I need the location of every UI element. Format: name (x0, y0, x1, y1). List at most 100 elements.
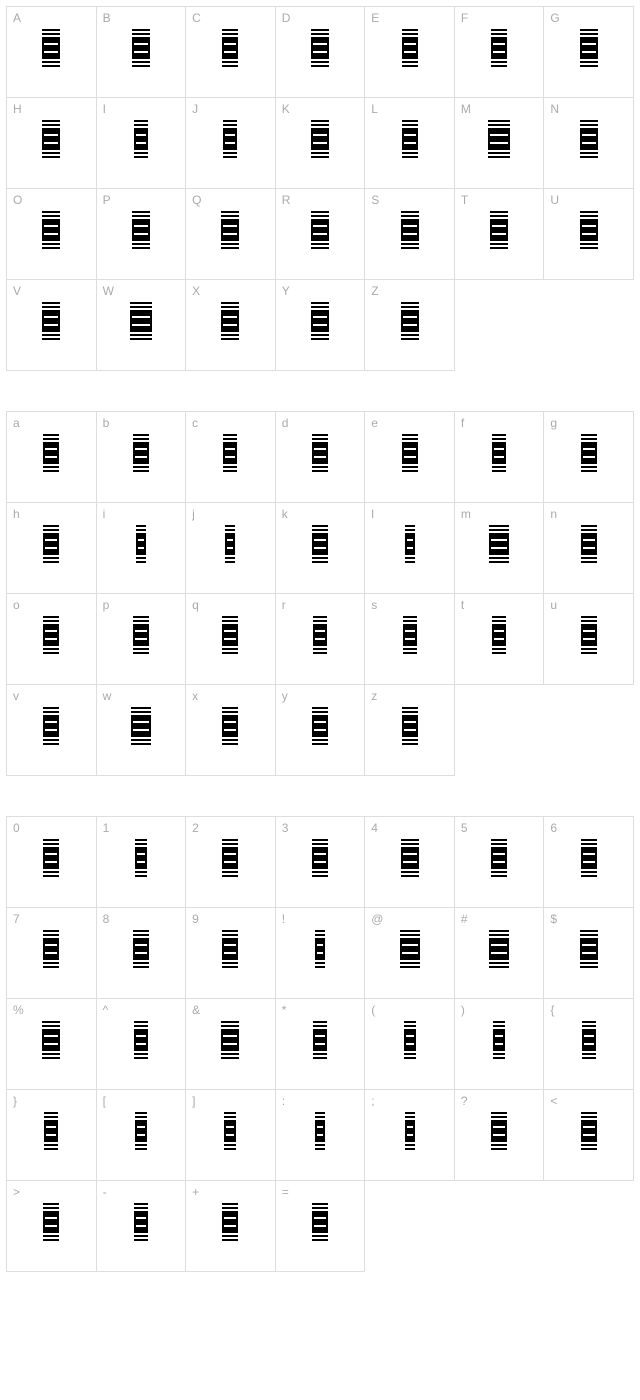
glyph-preview (401, 211, 419, 249)
glyph-cell: v (7, 685, 97, 776)
glyph-cell: 3 (275, 817, 365, 908)
glyph-cell-label: A (13, 11, 21, 25)
glyph-cell: Q (186, 189, 276, 280)
glyph-cell: < (544, 1090, 634, 1181)
glyph-preview (580, 211, 598, 249)
glyph-cell-label: i (103, 507, 106, 521)
glyph-preview (403, 616, 417, 654)
glyph-preview (313, 1021, 327, 1059)
glyph-cell-label: 3 (282, 821, 289, 835)
glyph-preview (221, 1021, 239, 1059)
glyph-preview (404, 1021, 416, 1059)
glyph-cell: > (7, 1181, 97, 1272)
glyph-cell-label: c (192, 416, 198, 430)
glyph-cell: s (365, 594, 455, 685)
glyph-cell: W (96, 280, 186, 371)
glyph-preview (401, 302, 419, 340)
glyph-preview (580, 29, 598, 67)
glyph-cell-label: S (371, 193, 379, 207)
glyph-preview (222, 839, 238, 877)
glyph-preview (491, 839, 507, 877)
glyph-cell-label: N (550, 102, 559, 116)
glyph-cell-label: g (550, 416, 557, 430)
glyph-cell: n (544, 503, 634, 594)
glyph-preview (43, 707, 59, 745)
glyph-preview (580, 120, 598, 158)
glyph-cell: t (454, 594, 544, 685)
glyph-cell: O (7, 189, 97, 280)
glyph-cell-label: V (13, 284, 21, 298)
glyph-cell-label: O (13, 193, 22, 207)
glyph-cell-label: z (371, 689, 377, 703)
glyph-cell: A (7, 7, 97, 98)
glyph-cell: U (544, 189, 634, 280)
glyph-cell: & (186, 999, 276, 1090)
glyph-cell-label: X (192, 284, 200, 298)
glyph-cell-label: > (13, 1185, 20, 1199)
glyph-cell: H (7, 98, 97, 189)
glyph-preview (581, 616, 597, 654)
glyph-cell-label: M (461, 102, 471, 116)
glyph-cell: o (7, 594, 97, 685)
glyph-cell-label: 7 (13, 912, 20, 926)
glyph-preview (312, 839, 328, 877)
glyph-cell-label: q (192, 598, 199, 612)
glyph-cell-label: { (550, 1003, 554, 1017)
glyph-cell: R (275, 189, 365, 280)
empty-cell (454, 280, 544, 371)
glyph-cell-label: ? (461, 1094, 468, 1108)
glyph-cell: h (7, 503, 97, 594)
glyph-cell: 4 (365, 817, 455, 908)
glyph-cell: Y (275, 280, 365, 371)
glyph-preview (580, 930, 598, 968)
glyph-cell-label: o (13, 598, 20, 612)
glyph-preview (400, 930, 420, 968)
glyph-cell: ( (365, 999, 455, 1090)
glyph-cell-label: Y (282, 284, 290, 298)
glyph-cell: V (7, 280, 97, 371)
glyph-preview (405, 525, 415, 563)
glyph-preview (493, 1021, 505, 1059)
glyph-cell: L (365, 98, 455, 189)
glyph-cell: J (186, 98, 276, 189)
glyph-cell: ^ (96, 999, 186, 1090)
glyph-cell-label: k (282, 507, 288, 521)
glyph-cell: y (275, 685, 365, 776)
glyph-preview (222, 616, 238, 654)
glyph-cell: 5 (454, 817, 544, 908)
glyph-preview (43, 930, 59, 968)
glyph-cell: % (7, 999, 97, 1090)
glyph-cell-label: B (103, 11, 111, 25)
glyph-cell-label: $ (550, 912, 557, 926)
glyph-cell: - (96, 1181, 186, 1272)
glyph-cell-label: H (13, 102, 22, 116)
empty-cell (544, 1181, 634, 1272)
glyph-cell-label: j (192, 507, 195, 521)
glyph-preview (315, 930, 325, 968)
glyph-preview (581, 1112, 597, 1150)
glyph-preview (135, 839, 147, 877)
glyph-preview (490, 211, 508, 249)
glyph-preview (223, 434, 237, 472)
glyph-cell-label: b (103, 416, 110, 430)
glyph-cell-label: 0 (13, 821, 20, 835)
glyph-cell-label: P (103, 193, 111, 207)
glyph-cell-label: % (13, 1003, 24, 1017)
glyph-cell: z (365, 685, 455, 776)
glyph-cell-label: u (550, 598, 557, 612)
glyph-cell: K (275, 98, 365, 189)
glyph-cell: N (544, 98, 634, 189)
glyph-cell: ] (186, 1090, 276, 1181)
glyph-cell-label: l (371, 507, 374, 521)
empty-cell (454, 685, 544, 776)
glyph-cell: * (275, 999, 365, 1090)
glyph-cell: 7 (7, 908, 97, 999)
glyph-cell: x (186, 685, 276, 776)
glyph-cell: j (186, 503, 276, 594)
glyph-preview (42, 29, 60, 67)
glyph-cell-label: [ (103, 1094, 106, 1108)
glyph-cell-label: 4 (371, 821, 378, 835)
glyph-preview (42, 302, 60, 340)
font-character-map: ABCDEFGHIJKLMNOPQRSTUVWXYZabcdefghijklmn… (6, 6, 634, 1272)
glyph-preview (402, 707, 418, 745)
